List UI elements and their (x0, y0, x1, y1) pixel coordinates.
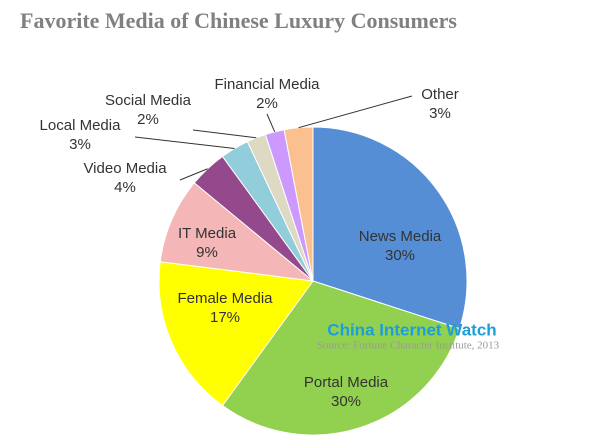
leader-line (298, 95, 413, 129)
slice-value: 2% (137, 111, 159, 128)
slice-value: 2% (256, 95, 278, 112)
slice-label: News Media (359, 228, 442, 245)
slice-value: 30% (331, 393, 361, 410)
slice-label: Financial Media (214, 76, 320, 93)
slice-label: Other (421, 86, 459, 103)
leader-line (134, 136, 235, 149)
pie-slice (221, 280, 461, 436)
pie-slice (158, 261, 314, 407)
slice-label: Social Media (105, 92, 192, 109)
watermark: China Internet Watch (327, 320, 496, 339)
slice-value: 9% (196, 244, 218, 261)
leader-line (192, 129, 257, 139)
pie-slice (159, 182, 315, 282)
slice-value: 3% (69, 136, 91, 153)
pie-slice (283, 126, 314, 282)
slice-value: 17% (210, 309, 240, 326)
chart-title: Favorite Media of Chinese Luxury Consume… (20, 8, 457, 33)
slice-label: IT Media (178, 225, 237, 242)
slice-label: Female Media (177, 290, 273, 307)
slice-label: Video Media (83, 160, 167, 177)
source: Source: Fortune Character Institute, 201… (317, 340, 500, 352)
pie-slice (312, 126, 468, 330)
leader-line (266, 113, 276, 133)
slice-value: 30% (385, 247, 415, 264)
slice-value: 4% (114, 179, 136, 196)
slice-value: 3% (429, 105, 451, 122)
leader-line (179, 168, 208, 181)
slice-label: Portal Media (304, 374, 389, 391)
slice-label: Local Media (40, 117, 122, 134)
